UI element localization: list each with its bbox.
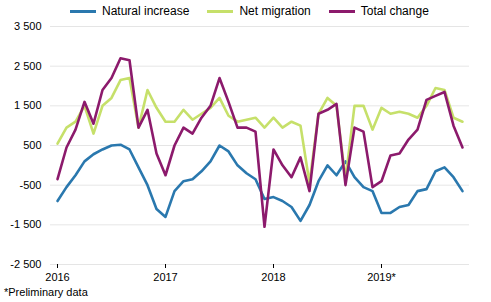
- svg-text:3 500: 3 500: [14, 20, 42, 32]
- svg-text:-500: -500: [19, 179, 41, 191]
- svg-text:2016: 2016: [45, 271, 69, 283]
- svg-text:-2 500: -2 500: [10, 258, 41, 270]
- html-text:Total change: Total change: [360, 4, 429, 18]
- svg-text:2017: 2017: [153, 271, 177, 283]
- svg-text:1 500: 1 500: [14, 99, 42, 111]
- svg-text:-1 500: -1 500: [10, 218, 41, 230]
- html-text:Natural increase: Natural increase: [102, 4, 190, 18]
- html-text:Net migration: Net migration: [239, 4, 311, 18]
- svg-text:2 500: 2 500: [14, 60, 42, 72]
- svg-text:2019*: 2019*: [367, 271, 396, 283]
- svg-text:2018: 2018: [261, 271, 285, 283]
- svg-text:500: 500: [23, 139, 41, 151]
- html-text:*Preliminary data: *Preliminary data: [4, 286, 88, 298]
